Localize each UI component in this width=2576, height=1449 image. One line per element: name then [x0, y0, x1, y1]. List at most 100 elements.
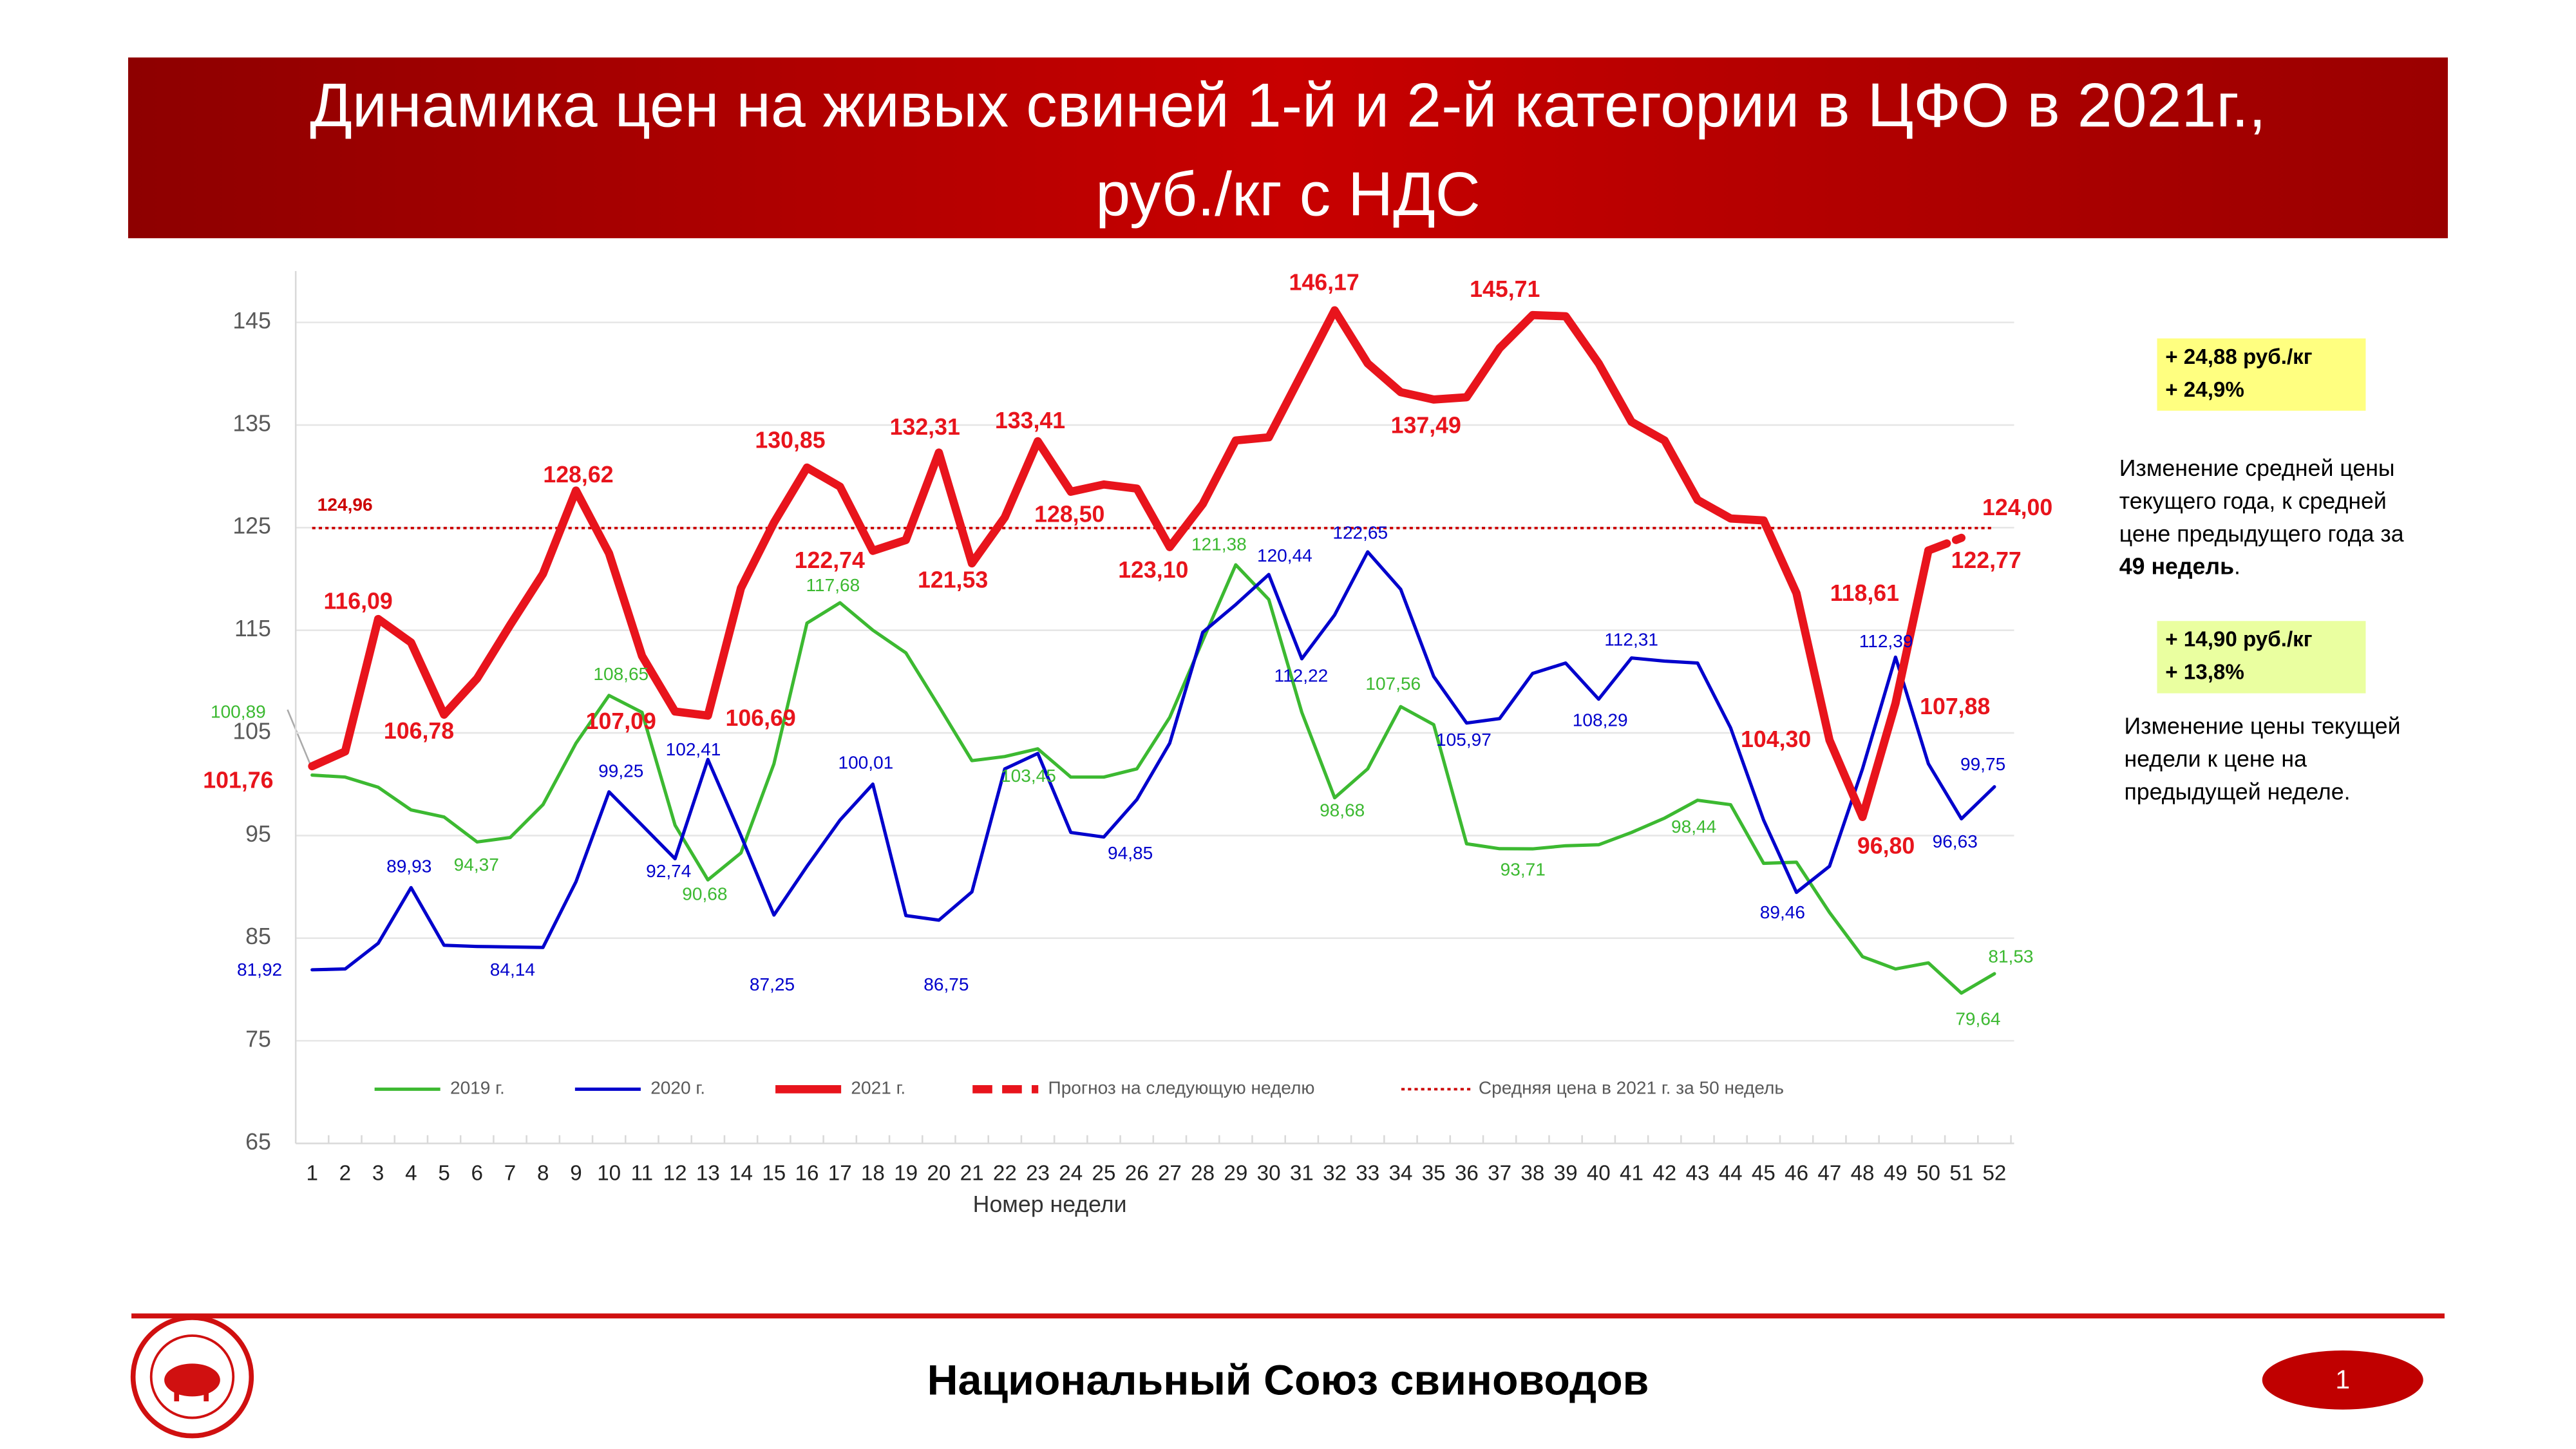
note-box-text: + 13,8%	[2165, 661, 2244, 685]
y-tick-label: 65	[245, 1129, 271, 1155]
x-tick-label: 13	[696, 1162, 720, 1186]
legend-label: 2019 г.	[450, 1078, 505, 1098]
series-line	[1924, 533, 1966, 555]
note-box	[2157, 338, 2366, 411]
y-tick-label: 85	[245, 923, 271, 949]
x-tick-label: 38	[1520, 1162, 1544, 1186]
legend-label: 2021 г.	[851, 1078, 905, 1098]
legend-label: 2020 г.	[650, 1078, 705, 1098]
data-label: 145,71	[1470, 276, 1540, 302]
x-tick-label: 24	[1059, 1162, 1083, 1186]
x-tick-label: 16	[795, 1162, 819, 1186]
x-tick-label: 5	[438, 1162, 450, 1186]
data-label: 130,85	[755, 428, 825, 453]
data-label: 108,65	[593, 664, 649, 684]
title: руб./кг с НДС	[1095, 158, 1480, 229]
data-label: 90,68	[682, 884, 727, 904]
data-label: 112,31	[1604, 629, 1658, 649]
x-tick-label: 45	[1752, 1162, 1776, 1186]
x-tick-label: 48	[1851, 1162, 1875, 1186]
data-label: 87,25	[750, 974, 795, 994]
x-tick-label: 8	[537, 1162, 549, 1186]
average-label: 124,96	[317, 495, 373, 515]
y-tick-label: 125	[232, 513, 271, 539]
y-tick-label: 115	[234, 616, 271, 641]
page-badge	[2262, 1350, 2423, 1410]
data-label: 106,69	[726, 705, 796, 731]
data-label: 118,61	[1830, 580, 1899, 606]
data-label: 107,56	[1365, 674, 1421, 694]
data-label: 105,97	[1436, 730, 1492, 750]
data-label: 116,09	[324, 589, 393, 614]
note-text: цене предыдущего года за	[2119, 521, 2404, 547]
note-text: текущего года, к средней	[2119, 488, 2387, 514]
x-tick-label: 27	[1158, 1162, 1182, 1186]
x-tick-label: 30	[1257, 1162, 1281, 1186]
x-tick-label: 20	[927, 1162, 951, 1186]
data-label: 89,46	[1760, 902, 1805, 922]
logo	[130, 1315, 254, 1439]
data-label: 100,01	[838, 753, 893, 773]
data-label: 89,93	[386, 856, 431, 876]
x-tick-label: 42	[1653, 1162, 1676, 1186]
data-label: 106,78	[384, 718, 454, 744]
data-label: 84,14	[490, 960, 535, 980]
title: Динамика цен на живых свиней 1-й и 2-й к…	[310, 70, 2266, 140]
data-label: 107,09	[586, 708, 656, 734]
data-label: 108,29	[1573, 710, 1628, 730]
x-tick-label: 34	[1389, 1162, 1413, 1186]
data-label: 112,39	[1859, 631, 1913, 651]
data-label: 121,53	[918, 567, 988, 592]
data-label: 122,77	[1951, 547, 2022, 573]
data-label: 79,64	[1955, 1009, 2000, 1029]
x-tick-label: 14	[729, 1162, 753, 1186]
legend-label: Прогноз на следующую неделю	[1048, 1078, 1315, 1098]
data-label: 146,17	[1289, 270, 1359, 296]
legend-label: Средняя цена в 2021 г. за 50 недель	[1479, 1078, 1784, 1098]
x-tick-label: 44	[1719, 1162, 1743, 1186]
note-text: Изменение цены текущей	[2124, 714, 2400, 739]
x-tick-label: 11	[631, 1162, 653, 1186]
x-tick-label: 6	[471, 1162, 483, 1186]
data-label: 96,80	[1857, 833, 1915, 859]
data-label: 81,53	[1988, 947, 2033, 967]
x-tick-label: 31	[1290, 1162, 1314, 1186]
x-tick-label: 40	[1587, 1162, 1611, 1186]
data-label: 107,88	[1920, 694, 1990, 719]
y-tick-label: 135	[232, 410, 271, 436]
x-tick-label: 35	[1422, 1162, 1446, 1186]
x-tick-label: 47	[1817, 1162, 1841, 1186]
footer-text: Национальный Союз свиноводов	[927, 1356, 1649, 1404]
title-bar	[128, 57, 2448, 238]
x-tick-label: 41	[1620, 1162, 1643, 1186]
x-tick-label: 4	[405, 1162, 417, 1186]
data-label: 122,65	[1332, 522, 1388, 542]
x-tick-label: 28	[1191, 1162, 1215, 1186]
x-tick-label: 50	[1917, 1162, 1940, 1186]
data-label: 99,25	[598, 761, 643, 781]
x-tick-label: 49	[1884, 1162, 1908, 1186]
note-text: недели к цене на	[2124, 746, 2307, 772]
data-label: 94,85	[1108, 843, 1153, 863]
label-leader	[287, 709, 313, 770]
data-label: 121,38	[1191, 534, 1247, 554]
data-label: 124,00	[1982, 495, 2052, 520]
x-tick-label: 21	[960, 1162, 984, 1186]
data-label: 99,75	[1960, 754, 2005, 774]
data-label: 104,30	[1741, 726, 1811, 752]
x-tick-label: 33	[1356, 1162, 1379, 1186]
y-tick-label: 75	[245, 1027, 271, 1052]
x-tick-label: 10	[597, 1162, 621, 1186]
series-line	[308, 306, 1933, 821]
data-label: 96,63	[1933, 831, 1978, 851]
data-label: 132,31	[890, 414, 960, 440]
data-label: 112,22	[1274, 665, 1329, 685]
note-bold: 49 недель	[2119, 554, 2234, 580]
data-label: 86,75	[923, 974, 969, 994]
x-tick-label: 46	[1785, 1162, 1808, 1186]
x-tick-label: 26	[1125, 1162, 1149, 1186]
data-label: 81,92	[237, 960, 282, 980]
x-tick-label: 29	[1224, 1162, 1247, 1186]
data-label: 117,68	[806, 575, 860, 595]
